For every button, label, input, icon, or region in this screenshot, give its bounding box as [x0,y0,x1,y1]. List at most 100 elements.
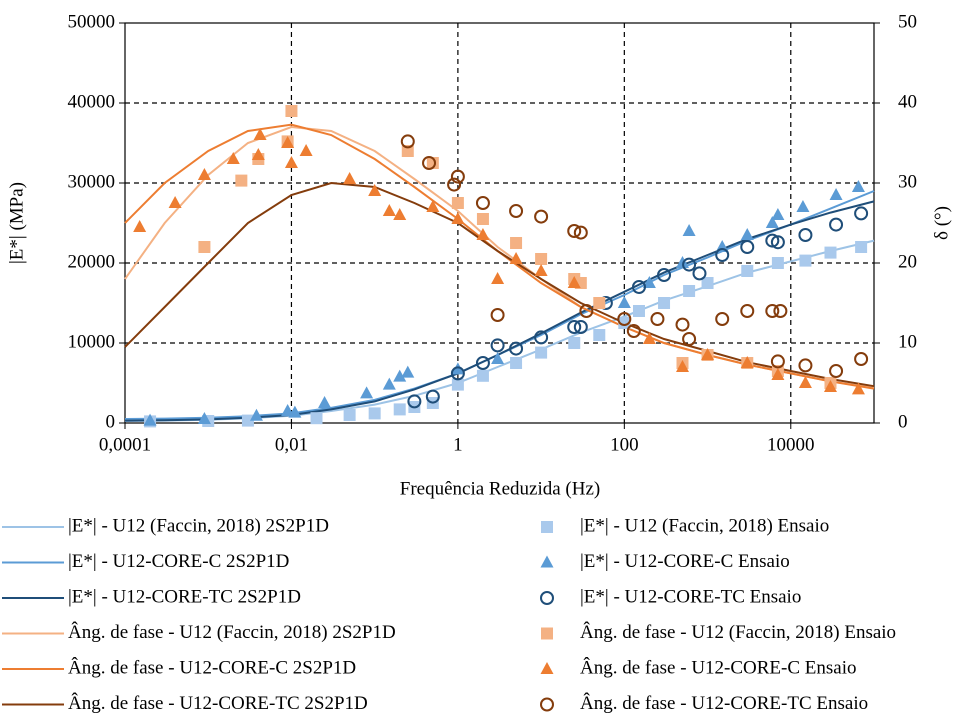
data-point [854,352,869,366]
data-point [796,200,810,212]
data-point [133,220,147,232]
legend-label: Âng. de fase - U12-CORE-TC Ensaio [580,692,868,713]
data-point [740,356,754,368]
data-point [490,308,505,322]
legend-label: Âng. de fase - U12 (Faccin, 2018) Ensaio [580,621,896,643]
data-point [451,378,464,391]
data-point [829,364,844,378]
data-point [251,148,265,160]
data-point [765,216,779,228]
model-line [124,239,875,422]
data-point [393,403,406,416]
data-point [534,209,549,224]
data-point [765,233,780,248]
data-point [393,208,407,220]
data-point [382,377,396,390]
data-point [509,341,524,356]
data-point [299,144,313,156]
data-point [567,276,581,288]
data-point [824,246,837,259]
data-point [318,396,332,408]
data-point [823,380,837,392]
data-point [798,376,812,388]
y-tick-label: 40000 [68,91,116,112]
legend-swatch [541,521,553,533]
data-point [618,317,631,329]
data-point [475,356,490,370]
data-point [573,225,588,240]
y2-tick-label: 10 [898,331,917,352]
y-tick-label: 20000 [68,251,116,272]
data-point [650,312,665,326]
legend-label: |E*| - U12-CORE-C 2S2P1D [68,551,289,572]
data-point [741,265,754,277]
data-point [798,228,813,242]
data-point [226,152,240,164]
data-point [509,204,524,218]
y-axis-label: |E*| (MPa) [6,182,27,264]
legend-label: |E*| - U12 (Faccin, 2018) 2S2P1D [68,515,329,536]
data-point [535,346,548,359]
data-point [676,256,690,268]
data-point [631,280,646,294]
data-point [771,368,785,380]
data-point [682,257,697,272]
data-point [773,304,788,318]
data-point [281,136,295,148]
data-point [854,206,869,221]
data-point [617,296,631,308]
data-point [288,405,302,418]
y2-tick-label: 20 [898,251,917,272]
data-point [476,369,489,382]
legend-label: |E*| - U12-CORE-TC Ensaio [580,586,801,607]
data-point [829,188,843,200]
data-point [692,266,707,281]
data-point [567,224,582,238]
data-point [426,200,440,212]
data-point [771,257,784,269]
y2-tick-label: 40 [898,91,917,112]
model-line [124,123,875,390]
y-tick-label: 30000 [68,171,116,192]
data-point [617,312,632,326]
y2-tick-label: 0 [898,411,908,432]
data-point [770,354,785,369]
legend-label: Âng. de fase - U12 (Faccin, 2018) 2S2P1D [68,621,396,643]
legend-label: Âng. de fase - U12-CORE-C Ensaio [580,656,857,678]
data-point [401,365,415,378]
data-point [534,330,549,345]
data-point [509,252,523,264]
data-point [855,241,868,253]
legend-label: |E*| - U12-CORE-TC 2S2P1D [68,586,301,607]
legend-swatch [541,627,553,640]
legend-swatch [540,555,554,568]
data-point [393,369,407,382]
data-point [490,338,505,353]
legend-label: Âng. de fase - U12-CORE-C 2S2P1D [68,656,356,678]
data-point [510,237,523,249]
data-point [368,184,382,196]
data-point [682,224,696,236]
data-point [658,297,671,309]
data-point [360,386,374,399]
data-point [426,157,439,169]
data-point [829,217,844,232]
data-point [368,407,381,420]
data-point [310,412,323,425]
data-point [425,389,440,404]
data-point [535,253,548,265]
data-point [168,196,182,208]
data-point [284,156,298,168]
data-point [632,305,645,317]
data-point [851,180,865,192]
data-point [701,277,714,289]
data-point [567,320,582,334]
y-tick-label: 0 [106,411,116,432]
data-point [451,212,465,224]
data-point [715,248,730,262]
data-point [235,174,248,187]
data-point [642,332,656,344]
legend-label: Âng. de fase - U12-CORE-TC 2S2P1D [68,692,368,713]
data-point [510,357,523,369]
legend-swatch [540,662,554,674]
